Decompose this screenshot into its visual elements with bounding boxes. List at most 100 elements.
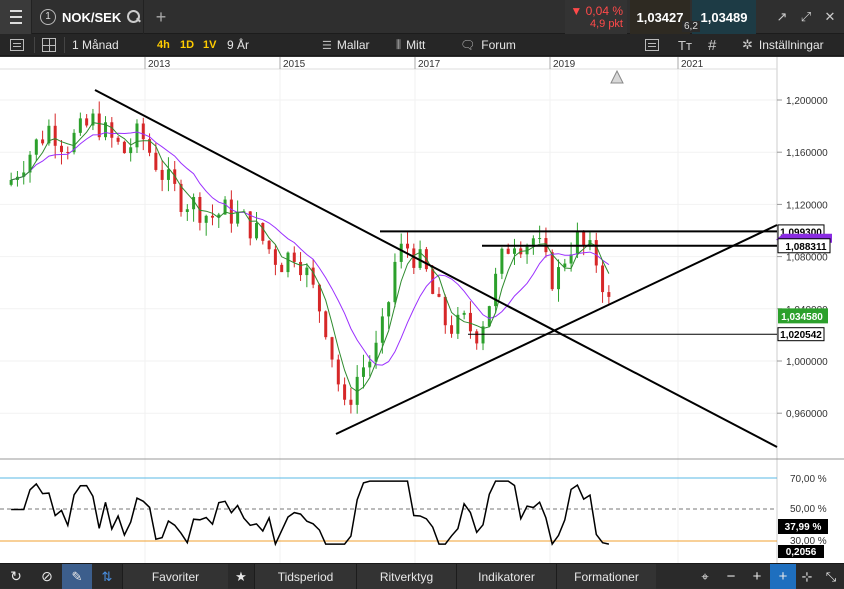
cursor-icon[interactable]: + — [770, 564, 796, 589]
candle-body — [330, 337, 334, 360]
candle-body — [261, 222, 265, 241]
candle-body — [248, 211, 252, 239]
change-display: ▼ 0,04 % 4,9 pkt — [565, 0, 627, 34]
candle-body — [34, 139, 38, 155]
candle-body — [343, 384, 347, 400]
x-tick-label: 2019 — [553, 59, 576, 70]
candle-body — [487, 306, 491, 327]
chart-list-button[interactable] — [10, 34, 24, 56]
mitt-button[interactable]: ⫼ Mitt — [396, 34, 425, 56]
range-select[interactable]: 9 År — [227, 38, 250, 52]
rsi-current-label — [778, 519, 828, 534]
refresh-icon[interactable]: ↻ — [10, 568, 22, 584]
settings-button[interactable]: ✲ Inställningar — [742, 34, 824, 56]
candle-body — [475, 331, 479, 344]
downtrend-line[interactable] — [94, 89, 778, 448]
templates-button[interactable]: ☰ Mallar — [322, 34, 370, 56]
candle-body — [280, 264, 284, 273]
close-icon[interactable]: ✕ — [824, 9, 836, 24]
x-tick-label: 2015 — [283, 59, 306, 70]
time-axis: 2013 2015 2017 2019 2021 — [144, 57, 704, 70]
candle-body — [575, 231, 579, 255]
price-chart[interactable]: 2013 2015 2017 2019 2021 1,200000 1,160000 1,1… — [0, 57, 844, 563]
notes-button[interactable] — [645, 34, 659, 56]
top-bar: 1 NOK/SEK + ▼ 0,04 % 4,9 pkt 1,03427 1,0… — [0, 0, 844, 34]
candle-body — [41, 139, 45, 144]
bars-icon: ⫼ — [396, 38, 402, 51]
crosshair-grid-icon[interactable]: # — [708, 36, 717, 54]
candle-body — [160, 169, 164, 180]
price-label-low: 1,020542 — [777, 327, 825, 342]
period-1d[interactable]: 1D — [180, 39, 195, 51]
timeframe-select[interactable]: 1 Månad — [72, 38, 119, 52]
forum-button[interactable]: 🗨 Forum — [460, 34, 516, 56]
y-tick-label: 1,080000 — [786, 253, 828, 264]
candle-body — [236, 211, 240, 224]
bottom-bar: ↻ ⊘ ✎ ⇅ Favoriter ★ Tidsperiod Ritverkty… — [0, 563, 844, 589]
candle-body — [406, 243, 410, 249]
maximize-icon[interactable]: ⤢ — [800, 9, 812, 24]
candle-body — [204, 215, 208, 223]
candle-body — [148, 139, 152, 153]
search-icon[interactable] — [127, 10, 141, 24]
period-1v[interactable]: 1V — [203, 39, 217, 51]
candle-body — [135, 123, 139, 148]
zoom-out-icon[interactable]: − — [726, 568, 736, 585]
tab-number-badge: 1 — [40, 9, 56, 25]
external-link-icon[interactable]: ↗ — [776, 9, 788, 24]
sort-arrows-icon[interactable]: ⇅ — [101, 568, 113, 584]
candle-body — [192, 196, 196, 210]
candle-body — [91, 113, 95, 126]
candle-body — [72, 132, 76, 153]
fit-icon[interactable]: ⊹ — [801, 568, 813, 584]
ask-price[interactable]: 1,03489 — [692, 0, 756, 34]
candle-body — [166, 169, 170, 180]
layout-button[interactable] — [42, 34, 56, 56]
zoom-in-icon[interactable]: + — [752, 568, 762, 585]
candle-body — [66, 151, 70, 153]
candle-body — [255, 222, 259, 239]
bid-price[interactable]: 1,03427 — [630, 0, 690, 34]
candle-body — [418, 249, 422, 268]
crosshair-icon[interactable]: ⌖ — [701, 568, 709, 584]
candle-body — [450, 325, 454, 334]
candle-body — [104, 122, 108, 138]
uptrend-line[interactable] — [335, 224, 778, 435]
candle-body — [431, 269, 435, 294]
period-tab[interactable]: Tidsperiod — [254, 564, 356, 589]
rsi-70-label: 70,00 % — [790, 474, 827, 485]
menu-button[interactable] — [0, 0, 32, 34]
star-icon[interactable]: ★ — [235, 568, 247, 584]
pencil-icon[interactable]: ✎ — [62, 564, 92, 589]
indicators-tab[interactable]: Indikatorer — [456, 564, 556, 589]
ma-fast-line — [10, 122, 610, 393]
chart-area[interactable]: 2013 2015 2017 2019 2021 1,200000 1,160000 1,1… — [0, 57, 844, 563]
candle-body — [456, 314, 460, 334]
candle-body — [292, 252, 296, 262]
y-grid — [0, 99, 777, 414]
add-tab-button[interactable]: + — [155, 6, 167, 27]
candle-body — [317, 284, 321, 312]
candlestick-series — [9, 101, 611, 414]
candle-body — [110, 122, 114, 138]
candle-body — [582, 231, 586, 246]
candle-body — [185, 209, 189, 212]
price-label-current: 1,034580 — [778, 308, 828, 324]
fullscreen-icon[interactable]: ⤡ — [825, 568, 837, 584]
candle-body — [387, 302, 391, 317]
candle-body — [122, 141, 126, 154]
symbol-selector[interactable]: 1 NOK/SEK — [34, 0, 144, 34]
mitt-label: Mitt — [406, 38, 426, 52]
candle-body — [129, 147, 133, 154]
candle-body — [557, 267, 561, 290]
period-4h[interactable]: 4h — [157, 39, 170, 51]
no-drawing-icon[interactable]: ⊘ — [41, 568, 53, 584]
formations-tab[interactable]: Formationer — [556, 564, 656, 589]
candle-body — [569, 254, 573, 264]
candle-body — [468, 312, 472, 332]
favorites-tab[interactable]: Favoriter — [122, 564, 228, 589]
tools-tab[interactable]: Ritverktyg — [356, 564, 456, 589]
scroll-marker-icon[interactable] — [610, 69, 624, 84]
text-size-icon[interactable]: Tт — [678, 37, 692, 53]
y-tick-label: 1,200000 — [786, 96, 828, 107]
